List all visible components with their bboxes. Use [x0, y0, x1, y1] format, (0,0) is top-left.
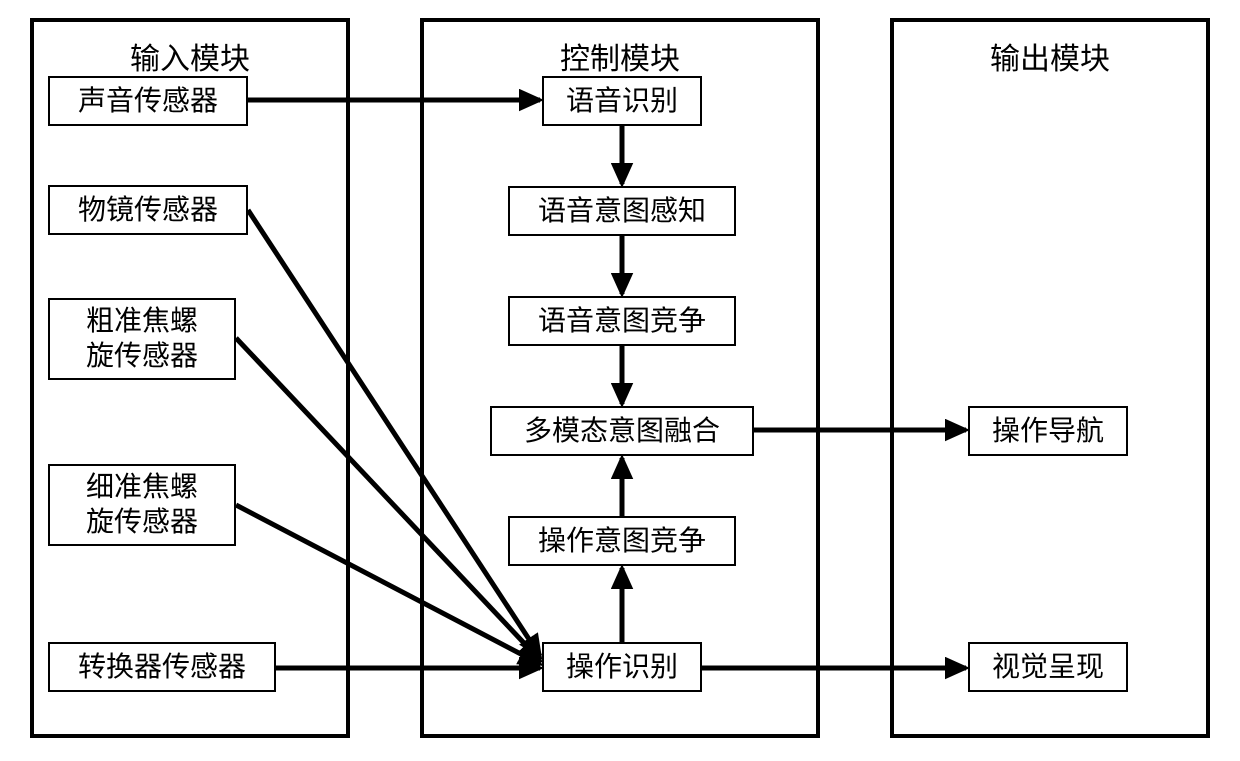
node-label: 操作意图竞争: [538, 524, 706, 559]
node-coarse-sensor: 粗准焦螺旋传感器: [48, 298, 236, 380]
node-visual-display: 视觉呈现: [968, 642, 1128, 692]
node-speech-recog: 语音识别: [542, 76, 702, 126]
node-op-recog: 操作识别: [542, 642, 702, 692]
node-label: 操作识别: [566, 650, 678, 685]
node-label: 细准焦螺旋传感器: [86, 470, 198, 540]
node-label: 声音传感器: [78, 84, 218, 119]
node-op-compete: 操作意图竞争: [508, 516, 736, 566]
node-speech-intent: 语音意图感知: [508, 186, 736, 236]
node-op-nav: 操作导航: [968, 406, 1128, 456]
node-label: 语音识别: [566, 84, 678, 119]
node-converter-sensor: 转换器传感器: [48, 642, 276, 692]
node-label: 视觉呈现: [992, 650, 1104, 685]
node-label: 语音意图感知: [538, 194, 706, 229]
output-module-title: 输出模块: [894, 22, 1206, 86]
control-module: 控制模块: [420, 18, 820, 738]
node-label: 转换器传感器: [78, 650, 246, 685]
output-module: 输出模块: [890, 18, 1210, 738]
node-sound-sensor: 声音传感器: [48, 76, 248, 126]
node-label: 多模态意图融合: [524, 414, 720, 449]
node-label: 粗准焦螺旋传感器: [86, 304, 198, 374]
node-objective-sensor: 物镜传感器: [48, 185, 248, 235]
node-label: 物镜传感器: [78, 193, 218, 228]
node-speech-compete: 语音意图竞争: [508, 296, 736, 346]
node-multimodal-fuse: 多模态意图融合: [490, 406, 754, 456]
node-label: 操作导航: [992, 414, 1104, 449]
node-label: 语音意图竞争: [538, 304, 706, 339]
node-fine-sensor: 细准焦螺旋传感器: [48, 464, 236, 546]
